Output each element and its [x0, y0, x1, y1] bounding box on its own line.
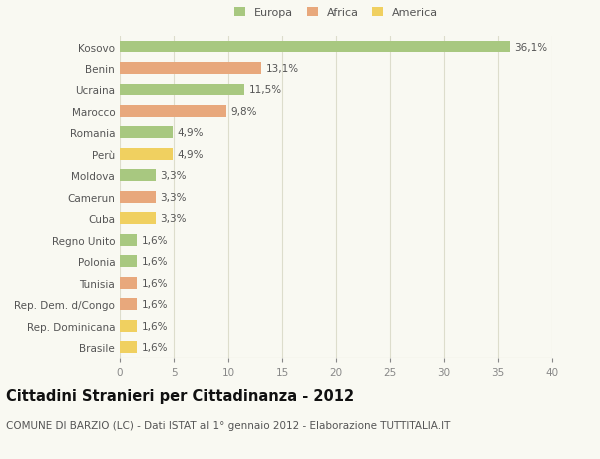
Text: COMUNE DI BARZIO (LC) - Dati ISTAT al 1° gennaio 2012 - Elaborazione TUTTITALIA.: COMUNE DI BARZIO (LC) - Dati ISTAT al 1°… [6, 420, 451, 430]
Bar [120, 341, 137, 353]
Text: 1,6%: 1,6% [142, 299, 168, 309]
Text: 1,6%: 1,6% [142, 342, 168, 353]
Text: 11,5%: 11,5% [248, 85, 281, 95]
Text: 4,9%: 4,9% [177, 150, 204, 160]
Text: 13,1%: 13,1% [266, 64, 299, 74]
Bar [120, 320, 137, 332]
Text: Cittadini Stranieri per Cittadinanza - 2012: Cittadini Stranieri per Cittadinanza - 2… [6, 388, 354, 403]
Bar [120, 149, 173, 160]
Text: 4,9%: 4,9% [177, 128, 204, 138]
Bar [120, 63, 262, 75]
Bar [120, 234, 137, 246]
Text: 3,3%: 3,3% [160, 214, 187, 224]
Bar [120, 41, 510, 53]
Bar [120, 106, 226, 118]
Bar [120, 84, 244, 96]
Text: 36,1%: 36,1% [514, 42, 547, 52]
Text: 1,6%: 1,6% [142, 321, 168, 331]
Bar [120, 256, 137, 268]
Text: 9,8%: 9,8% [230, 106, 257, 117]
Bar [120, 213, 155, 224]
Legend: Europa, Africa, America: Europa, Africa, America [234, 8, 438, 18]
Bar [120, 170, 155, 182]
Text: 1,6%: 1,6% [142, 278, 168, 288]
Text: 3,3%: 3,3% [160, 192, 187, 202]
Text: 1,6%: 1,6% [142, 235, 168, 245]
Bar [120, 277, 137, 289]
Bar [120, 298, 137, 310]
Bar [120, 127, 173, 139]
Text: 1,6%: 1,6% [142, 257, 168, 267]
Text: 3,3%: 3,3% [160, 171, 187, 181]
Bar [120, 191, 155, 203]
